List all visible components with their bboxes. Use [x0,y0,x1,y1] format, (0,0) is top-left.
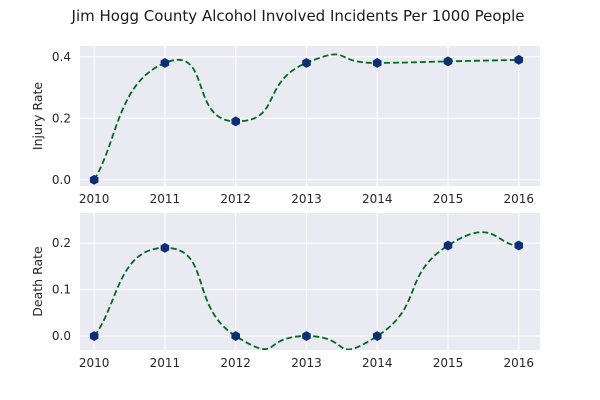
injury-rate-y-axis-label: Injury Rate [30,82,45,150]
injury-rate-x-tick-label: 2011 [150,192,181,206]
death-rate-data-point [89,331,99,342]
death-rate-y-axis-label: Death Rate [30,246,45,317]
injury-rate-data-point [302,57,311,68]
death-rate-x-tick-label: 2016 [503,356,534,370]
injury-rate-x-tick-label: 2012 [220,192,251,206]
injury-rate-data-point [372,57,382,68]
injury-rate-x-tick-label: 2013 [291,192,322,206]
death-rate-panel: 2010 2011 2012 2013 2014 2015 2016 0.0 0.1 0.2 Dea… [30,213,540,370]
injury-rate-data-point [231,116,240,127]
injury-rate-data-point [514,54,524,65]
death-rate-y-tick-label: 0.0 [52,329,71,343]
injury-rate-data-point [160,57,170,68]
chart-title: Jim Hogg County Alcohol Involved Inciden… [71,7,525,25]
injury-rate-x-tick-label: 2016 [503,192,534,206]
death-rate-data-point [160,242,170,253]
injury-rate-data-point [443,56,453,67]
death-rate-data-point [443,240,453,251]
death-rate-plot-area [80,213,540,350]
death-rate-x-tick-label: 2014 [362,356,393,370]
death-rate-data-point [372,331,382,342]
injury-rate-y-tick-label: 0.2 [52,111,71,125]
injury-rate-y-tick-label: 0.4 [52,50,71,64]
death-rate-y-tick-label: 0.1 [52,283,71,297]
injury-rate-x-tick-label: 2015 [433,192,464,206]
injury-rate-y-tick-label: 0.0 [52,173,71,187]
death-rate-x-tick-label: 2012 [220,356,251,370]
injury-rate-data-point [89,174,99,185]
injury-rate-plot-area [80,46,540,186]
death-rate-x-tick-label: 2015 [433,356,464,370]
death-rate-x-tick-label: 2011 [150,356,181,370]
injury-rate-x-tick-label: 2010 [79,192,110,206]
death-rate-x-tick-label: 2013 [291,356,322,370]
death-rate-data-point [231,331,240,342]
death-rate-data-point [302,331,311,342]
death-rate-y-tick-label: 0.2 [52,236,71,250]
injury-rate-panel: 2010 2011 2012 2013 2014 2015 2016 0.0 0.2 0.4 Inj… [30,46,540,206]
death-rate-data-point [514,240,524,251]
injury-rate-x-tick-label: 2014 [362,192,393,206]
death-rate-x-tick-label: 2010 [79,356,110,370]
